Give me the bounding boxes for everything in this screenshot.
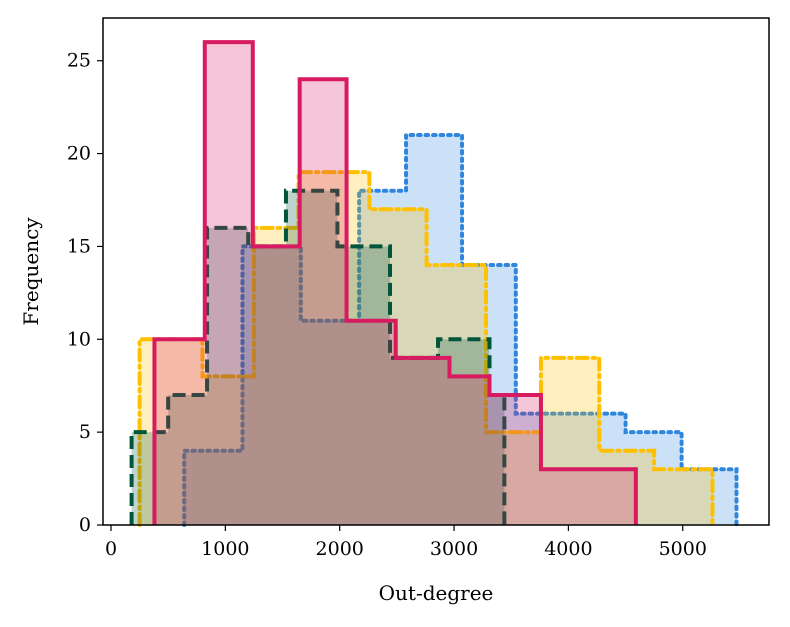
- y-tick-label: 0: [79, 514, 91, 536]
- histogram-bin: [390, 357, 439, 525]
- histogram-bin: [681, 469, 737, 525]
- histogram-bars-layer: [129, 40, 739, 527]
- y-tick-label: 25: [67, 50, 91, 72]
- histogram-bin: [168, 395, 208, 525]
- histogram-bin: [654, 469, 713, 525]
- x-axis-label: Out-degree: [379, 581, 494, 605]
- histogram-series-2: [137, 170, 715, 527]
- histogram-bin: [242, 246, 301, 525]
- y-axis-label: Frequency: [19, 217, 43, 326]
- histogram-bin: [486, 432, 541, 525]
- y-tick-label: 20: [67, 143, 91, 165]
- plot-area-frame: [102, 17, 770, 526]
- x-tick-label: 2000: [316, 538, 364, 560]
- histogram-bin: [299, 79, 347, 526]
- histogram-bin: [489, 395, 541, 525]
- x-tick-label: 3000: [430, 538, 478, 560]
- histogram-series-4: [152, 40, 638, 526]
- histogram-bin: [489, 395, 505, 525]
- histogram-bin: [139, 339, 203, 525]
- histogram-bin: [300, 320, 360, 525]
- histogram-bin: [438, 339, 490, 525]
- x-tick-label: 5000: [659, 538, 707, 560]
- histogram-bin: [406, 135, 463, 525]
- histogram-series-3: [129, 188, 507, 525]
- histogram-bin: [369, 209, 427, 526]
- histogram-bin: [540, 357, 600, 525]
- histogram-bin: [154, 339, 205, 525]
- histogram-bin: [184, 450, 243, 525]
- histogram-bin: [426, 265, 487, 525]
- y-tick-label: 15: [67, 235, 91, 257]
- histogram-bin: [599, 450, 655, 525]
- histogram-bin: [207, 227, 249, 525]
- histogram-bin: [204, 42, 253, 526]
- x-tick-label: 0: [105, 538, 117, 560]
- x-tick-label: 1000: [201, 538, 249, 560]
- histogram-bin: [252, 246, 300, 525]
- y-tick-label: 5: [79, 421, 91, 443]
- histogram-bin: [248, 246, 286, 525]
- histogram-series-outline: [152, 40, 638, 525]
- x-axis-ticks: 0 1000 2000 3000 4000 5000: [105, 525, 707, 560]
- histogram-bin: [346, 320, 396, 525]
- histogram-bin: [131, 432, 169, 525]
- histogram-bin: [298, 172, 370, 525]
- histogram-bin: [202, 376, 254, 525]
- y-tick-label: 10: [67, 328, 91, 350]
- histogram-bin: [540, 469, 636, 525]
- histogram-bin: [395, 357, 450, 525]
- histogram-bin: [449, 376, 490, 525]
- histogram-bin: [253, 227, 299, 525]
- y-axis-ticks: 0 5 10 15 20 25: [67, 50, 103, 536]
- histogram-series-outline: [137, 170, 715, 527]
- histogram-series-outline: [129, 188, 507, 525]
- x-tick-label: 4000: [544, 538, 592, 560]
